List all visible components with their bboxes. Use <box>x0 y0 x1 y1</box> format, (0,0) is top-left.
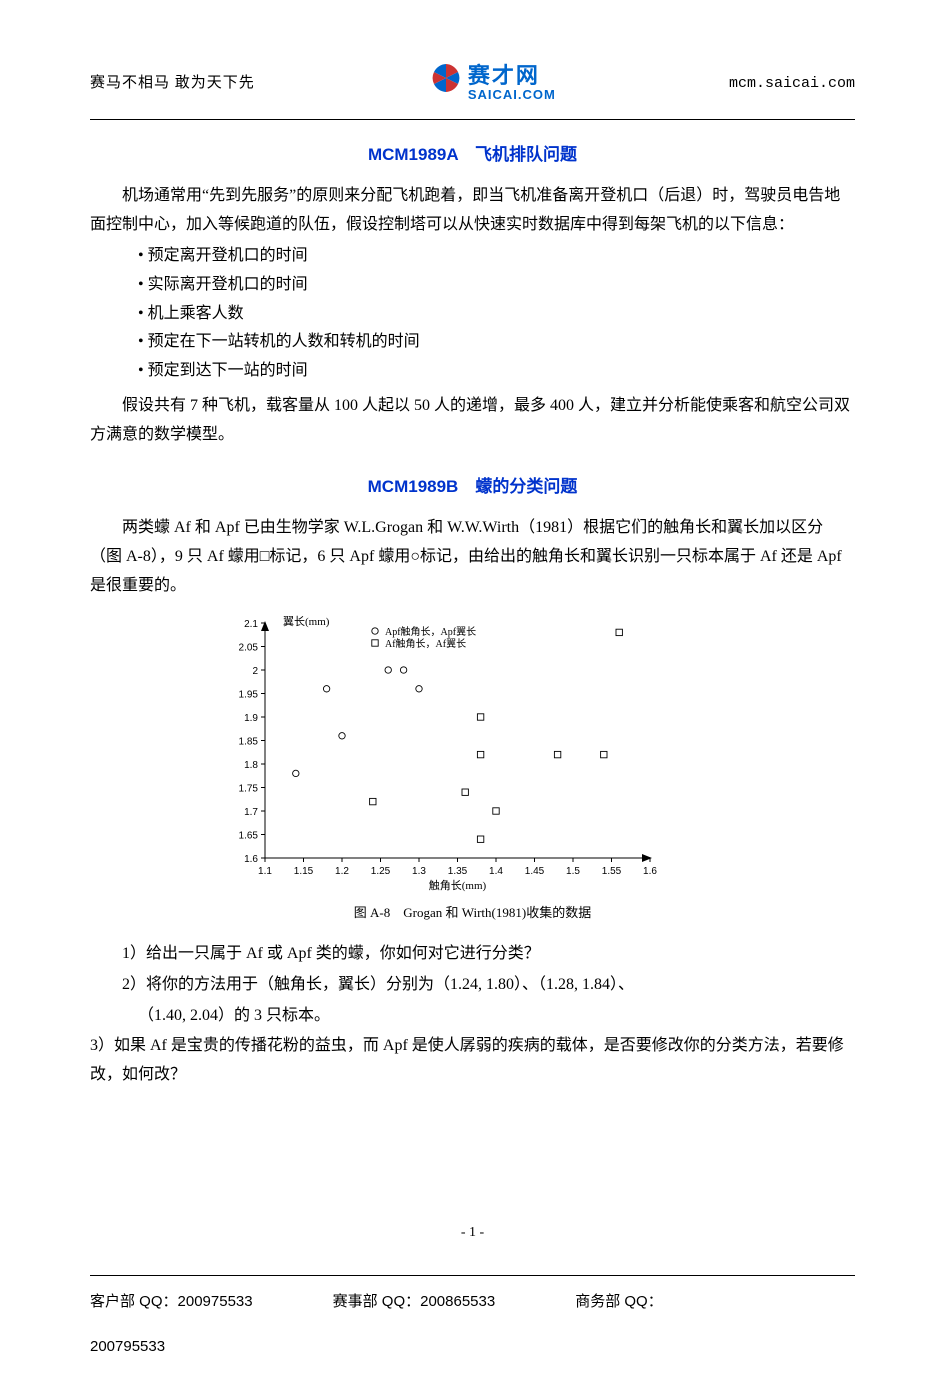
list-item: 预定在下一站转机的人数和转机的时间 <box>138 328 855 357</box>
svg-text:1.1: 1.1 <box>258 866 272 877</box>
svg-text:1.7: 1.7 <box>244 807 258 818</box>
footer-value: 200865533 <box>420 1293 495 1310</box>
svg-text:1.85: 1.85 <box>239 736 259 747</box>
header-slogan: 赛马不相马 敢为天下先 <box>90 70 255 97</box>
svg-text:触角长(mm): 触角长(mm) <box>429 878 487 892</box>
svg-text:1.65: 1.65 <box>239 830 259 841</box>
svg-text:2.1: 2.1 <box>244 619 258 630</box>
svg-text:2: 2 <box>252 666 258 677</box>
logo-text-en: SAICAI.COM <box>468 87 556 103</box>
question-list: 1）给出一只属于 Af 或 Apf 类的蠓，你如何对它进行分类？ 2）将你的方法… <box>122 940 855 1030</box>
question-3: 3）如果 Af 是宝贵的传播花粉的益虫，而 Apf 是使人孱弱的疾病的载体，是否… <box>90 1032 855 1090</box>
footer-event: 赛事部 QQ：200865533 <box>333 1288 496 1315</box>
svg-text:Af触角长，Af翼长: Af触角长，Af翼长 <box>385 637 466 650</box>
svg-text:1.6: 1.6 <box>643 866 657 877</box>
footer-label: 客户部 QQ： <box>90 1293 178 1310</box>
svg-text:1.15: 1.15 <box>294 866 314 877</box>
svg-text:翼长(mm): 翼长(mm) <box>283 615 330 628</box>
svg-text:2.05: 2.05 <box>239 642 259 653</box>
title-a: MCM1989A 飞机排队问题 <box>90 140 855 171</box>
svg-text:1.95: 1.95 <box>239 689 259 700</box>
list-item: 实际离开登机口的时间 <box>138 271 855 300</box>
svg-text:1.2: 1.2 <box>335 866 349 877</box>
logo: 赛才网 SAICAI.COM <box>428 60 556 107</box>
section-a-para1: 机场通常用“先到先服务”的原则来分配飞机跑着，即当飞机准备离开登机口（后退）时，… <box>90 182 855 240</box>
footer-label: 商务部 QQ： <box>575 1293 663 1310</box>
scatter-chart: 1.61.651.71.751.81.851.91.9522.052.11.11… <box>210 613 855 893</box>
chart-caption: 图 A-8 Grogan 和 Wirth(1981)收集的数据 <box>90 901 855 924</box>
footer-business-value: 200795533 <box>90 1333 855 1360</box>
logo-text-cn: 赛才网 <box>468 65 556 87</box>
section-b-para1: 两类蠓 Af 和 Apf 已由生物学家 W.L.Grogan 和 W.W.Wir… <box>90 514 855 600</box>
footer-value: 200975533 <box>178 1293 253 1310</box>
svg-text:1.45: 1.45 <box>525 866 545 877</box>
page-footer: 客户部 QQ：200975533 赛事部 QQ：200865533 商务部 QQ… <box>90 1275 855 1360</box>
svg-text:Apf触角长，Apf翼长: Apf触角长，Apf翼长 <box>385 625 476 638</box>
svg-text:1.55: 1.55 <box>602 866 622 877</box>
svg-text:1.25: 1.25 <box>371 866 391 877</box>
svg-text:1.75: 1.75 <box>239 783 259 794</box>
svg-text:1.9: 1.9 <box>244 713 258 724</box>
page-header: 赛马不相马 敢为天下先 赛才网 SAICAI.COM mcm.saicai.co… <box>90 60 855 120</box>
list-item: 机上乘客人数 <box>138 300 855 329</box>
title-b: MCM1989B 蠓的分类问题 <box>90 472 855 503</box>
svg-text:1.5: 1.5 <box>566 866 580 877</box>
svg-text:1.6: 1.6 <box>244 854 258 865</box>
question-2b: （1.40, 2.04）的 3 只标本。 <box>138 1002 855 1031</box>
question-2: 2）将你的方法用于（触角长，翼长）分别为（1.24, 1.80）、（1.28, … <box>122 971 855 1000</box>
list-item: 预定离开登机口的时间 <box>138 242 855 271</box>
page-number: - 1 - <box>90 1220 855 1245</box>
footer-customer: 客户部 QQ：200975533 <box>90 1288 253 1315</box>
footer-business: 商务部 QQ： <box>575 1288 663 1315</box>
header-url: mcm.saicai.com <box>729 70 855 97</box>
section-a-para2: 假设共有 7 种飞机，载客量从 100 人起以 50 人的递增，最多 400 人… <box>90 392 855 450</box>
svg-text:1.3: 1.3 <box>412 866 426 877</box>
svg-text:1.35: 1.35 <box>448 866 468 877</box>
section-a-bullets: 预定离开登机口的时间 实际离开登机口的时间 机上乘客人数 预定在下一站转机的人数… <box>138 242 855 386</box>
question-1: 1）给出一只属于 Af 或 Apf 类的蠓，你如何对它进行分类？ <box>122 940 855 969</box>
list-item: 预定到达下一站的时间 <box>138 357 855 386</box>
logo-fan-icon <box>428 60 464 107</box>
svg-text:1.8: 1.8 <box>244 760 258 771</box>
footer-label: 赛事部 QQ： <box>333 1293 421 1310</box>
svg-text:1.4: 1.4 <box>489 866 503 877</box>
